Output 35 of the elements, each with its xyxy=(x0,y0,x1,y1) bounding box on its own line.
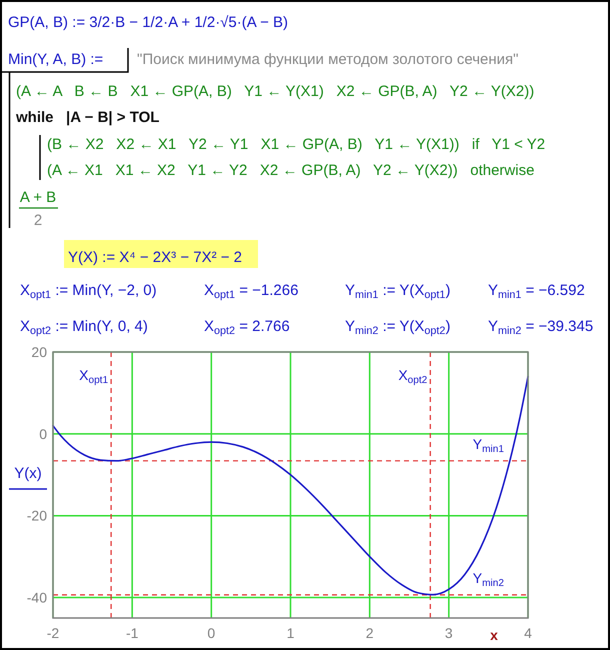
y-tick-label: -20 xyxy=(26,508,48,524)
x-tick-label: 1 xyxy=(286,625,295,641)
text: (A ← X1 X1 ← X2 Y1 ← Y2 X2 ← GP(B, A) Y2 ← Y(X2)) otherwise xyxy=(47,162,534,179)
text: X$_{opt2}$ = 2.766 xyxy=(204,318,290,337)
x-tick-label: -2 xyxy=(46,625,60,641)
x-tick-label: -1 xyxy=(126,625,139,641)
y-tick-label: 0 xyxy=(39,426,48,442)
text: A + B xyxy=(20,189,56,206)
text: (A ← A B ← B X1 ← GP(A, B) Y1 ← Y(X1) X2 ← GP(B, A) Y2 ← Y(X2)) xyxy=(16,83,534,100)
text: while |A − B| > TOL xyxy=(15,109,160,126)
x-tick-label: 3 xyxy=(444,625,453,641)
text: "Поиск минимума функции методом золотого сечения" xyxy=(137,51,518,68)
y-tick-label: 20 xyxy=(31,344,48,360)
text: Y$_{min1}$ := Y(X$_{opt1}$) xyxy=(345,282,450,301)
ref-line-label: X$_{opt1}$ xyxy=(79,367,108,386)
text: GP(A, B) := 3/2·B − 1/2·A + 1/2·√5·(A − B) xyxy=(8,14,288,31)
text: Y$_{min2}$ := Y(X$_{opt2}$) xyxy=(345,318,450,337)
ref-line-label: Y$_{min2}$ xyxy=(472,570,504,588)
text: Y$_{min1}$ = −6.592 xyxy=(488,282,585,301)
x-tick-label: 2 xyxy=(366,625,374,641)
ref-line-label: X$_{opt2}$ xyxy=(398,367,428,386)
y-tick-label: -40 xyxy=(26,590,48,606)
text: Y$_{min2}$ = −39.345 xyxy=(488,318,594,337)
text: X$_{opt1}$ = −1.266 xyxy=(204,282,298,301)
ref-line-label: Y$_{min1}$ xyxy=(472,436,504,454)
x-tick-label: 0 xyxy=(207,625,216,641)
text: X$_{opt1}$ := Min(Y, −2, 0) xyxy=(20,282,157,301)
text: 2 xyxy=(34,212,42,229)
text: X$_{opt2}$ := Min(Y, 0, 4) xyxy=(20,318,148,337)
text: (B ← X2 X2 ← X1 Y2 ← Y1 X1 ← GP(A, B) Y1 ← Y(X1)) if Y1 < Y2 xyxy=(47,136,546,153)
x-tick-label: 4 xyxy=(524,625,532,641)
x-axis-title: x xyxy=(490,627,498,643)
text: Min(Y, A, B) := xyxy=(8,51,104,68)
text: Y(x) xyxy=(14,465,42,482)
text: Y(X) := X⁴ − 2X³ − 7X² − 2 xyxy=(68,249,242,266)
